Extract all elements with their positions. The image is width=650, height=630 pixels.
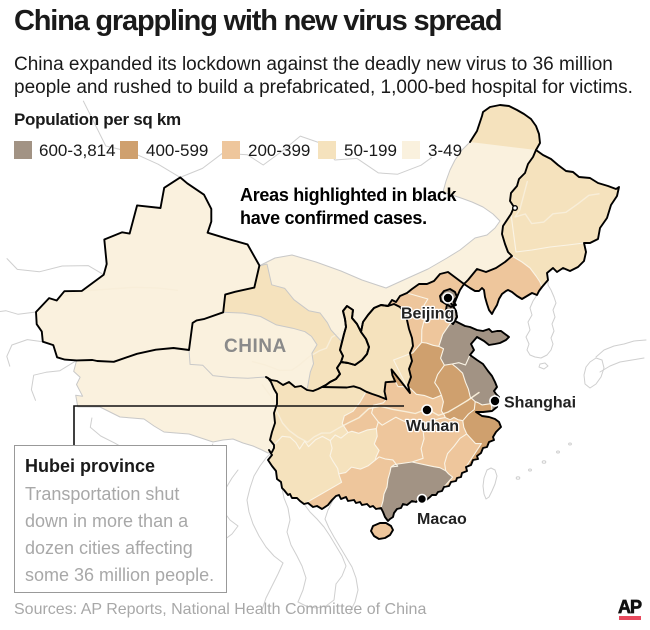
svg-text:Wuhan: Wuhan <box>406 418 459 435</box>
svg-text:Beijing: Beijing <box>401 306 454 323</box>
svg-text:Shanghai: Shanghai <box>504 395 576 412</box>
svg-text:Macao: Macao <box>417 511 467 528</box>
